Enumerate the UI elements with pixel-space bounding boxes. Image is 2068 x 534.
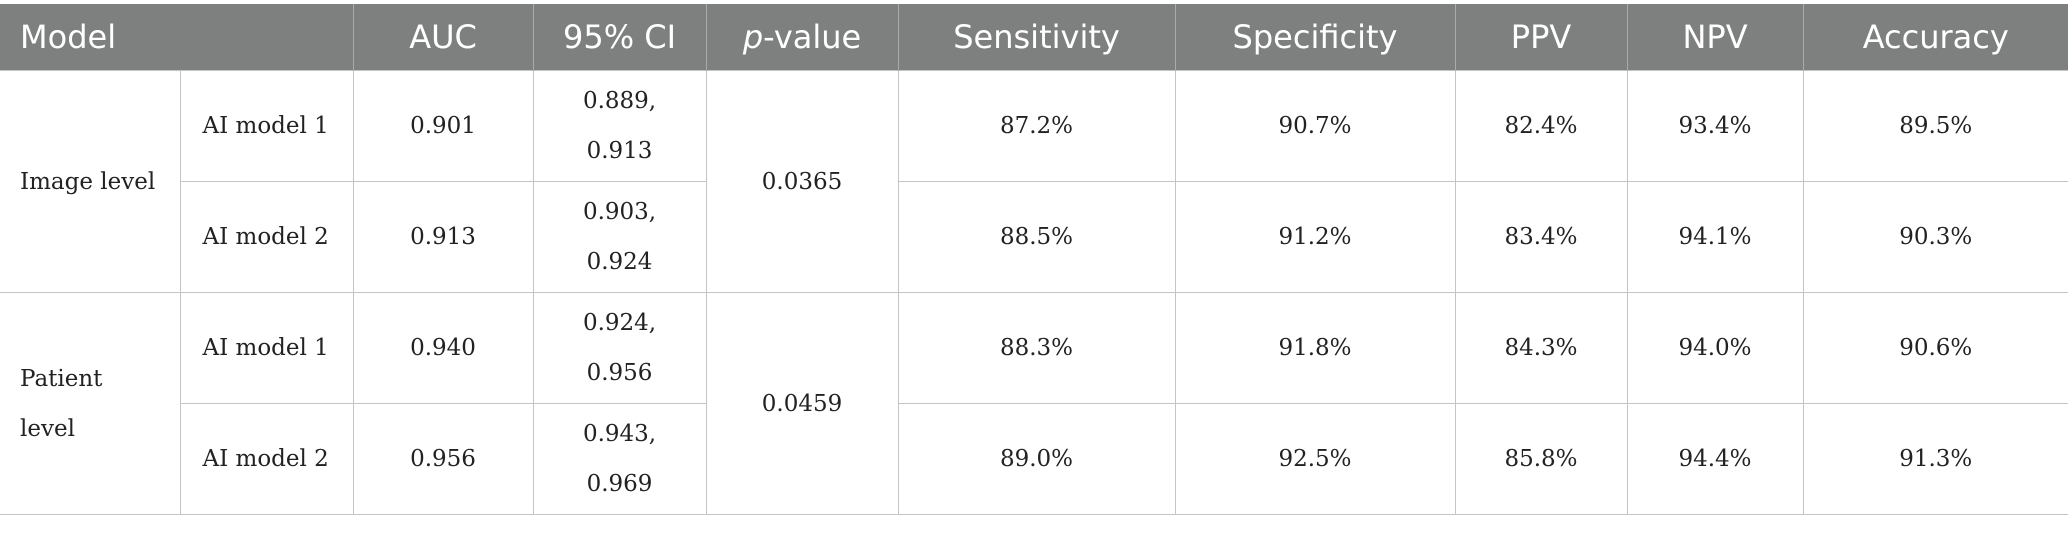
group-label-line1: Patient: [20, 365, 103, 392]
auc-cell: 0.901: [352, 70, 534, 182]
auc-cell: 0.913: [352, 181, 534, 293]
group-label-patient-level: Patient level: [0, 292, 181, 515]
header-p-italic: p: [742, 18, 764, 56]
specificity-cell: 90.7%: [1174, 70, 1456, 182]
table-row: Patient level AI model 1 0.940 0.924, 0.95…: [0, 292, 2068, 515]
table-row: AI model 2 0.913 0.903, 0.924 88.5% 91.2%…: [0, 181, 2068, 293]
group-label-line2: level: [20, 415, 75, 442]
ci-high: 0.956: [586, 360, 653, 386]
p-value-cell: 0.0365: [705, 70, 899, 293]
ci-cell: 0.924, 0.956: [532, 292, 707, 404]
header-sensitivity: Sensitivity: [897, 4, 1176, 71]
header-auc: AUC: [352, 4, 534, 71]
header-npv: NPV: [1626, 4, 1804, 71]
header-row: Model AUC 95% CI p-value Sensitivity Spe…: [0, 4, 2068, 71]
table-row: Image level AI model 1 0.901 0.889, 0.913…: [0, 70, 2068, 293]
ppv-cell: 83.4%: [1454, 181, 1628, 293]
table-header: Model AUC 95% CI p-value Sensitivity Spe…: [0, 4, 2068, 71]
ppv-cell: 84.3%: [1454, 292, 1628, 404]
accuracy-cell: 91.3%: [1802, 403, 2068, 515]
header-accuracy: Accuracy: [1802, 4, 2068, 71]
npv-cell: 94.0%: [1626, 292, 1804, 404]
header-p-value: p-value: [705, 4, 899, 71]
ci-low: 0.943,: [582, 421, 657, 447]
model-name-cell: AI model 2: [180, 403, 354, 515]
ci-low: 0.889,: [582, 88, 657, 114]
sensitivity-cell: 88.5%: [897, 181, 1176, 293]
ci-cell: 0.889, 0.913: [532, 70, 707, 182]
header-model: Model: [0, 4, 354, 71]
p-value-cell: 0.0459: [705, 292, 899, 515]
sensitivity-cell: 87.2%: [897, 70, 1176, 182]
header-ppv: PPV: [1454, 4, 1628, 71]
accuracy-cell: 90.6%: [1802, 292, 2068, 404]
npv-cell: 93.4%: [1626, 70, 1804, 182]
sensitivity-cell: 88.3%: [897, 292, 1176, 404]
ci-high: 0.924: [586, 249, 653, 275]
ci-high: 0.913: [586, 138, 653, 164]
accuracy-cell: 90.3%: [1802, 181, 2068, 293]
ci-low: 0.903,: [582, 199, 657, 225]
sensitivity-cell: 89.0%: [897, 403, 1176, 515]
npv-cell: 94.1%: [1626, 181, 1804, 293]
header-ci: 95% CI: [532, 4, 707, 71]
ci-low: 0.924,: [582, 310, 657, 336]
table-row: AI model 2 0.956 0.943, 0.969 89.0% 92.5%…: [0, 403, 2068, 515]
results-table: Model AUC 95% CI p-value Sensitivity Spe…: [0, 4, 2068, 515]
model-name-cell: AI model 2: [180, 181, 354, 293]
ci-high: 0.969: [586, 471, 653, 497]
ci-cell: 0.943, 0.969: [532, 403, 707, 515]
specificity-cell: 91.8%: [1174, 292, 1456, 404]
npv-cell: 94.4%: [1626, 403, 1804, 515]
specificity-cell: 91.2%: [1174, 181, 1456, 293]
specificity-cell: 92.5%: [1174, 403, 1456, 515]
ci-cell: 0.903, 0.924: [532, 181, 707, 293]
model-name-cell: AI model 1: [179, 292, 354, 404]
header-specificity: Specificity: [1174, 4, 1456, 71]
ppv-cell: 82.4%: [1454, 70, 1628, 182]
accuracy-cell: 89.5%: [1802, 70, 2068, 182]
auc-cell: 0.940: [352, 292, 534, 404]
model-name-cell: AI model 1: [179, 70, 354, 182]
auc-cell: 0.956: [352, 403, 534, 515]
header-p-rest: -value: [763, 18, 862, 56]
table-body: Image level AI model 1 0.901 0.889, 0.913…: [0, 70, 2068, 515]
ppv-cell: 85.8%: [1454, 403, 1628, 515]
group-label-image-level: Image level: [0, 70, 181, 293]
